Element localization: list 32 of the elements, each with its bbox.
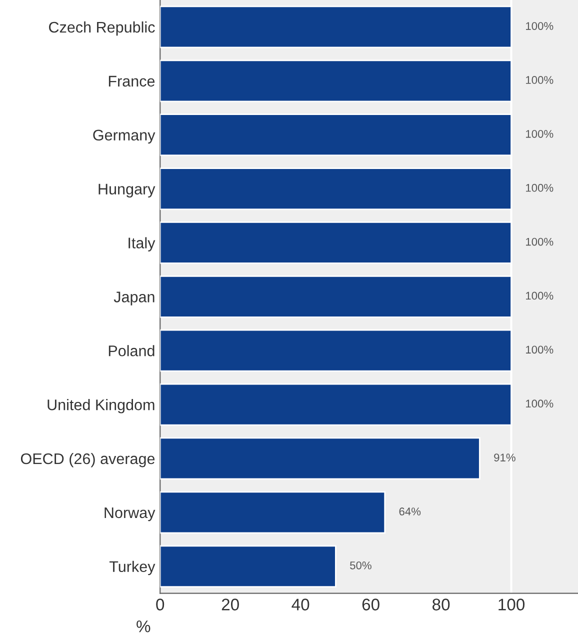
data-label: 100% — [526, 400, 554, 408]
y-tick-label: Hungary — [98, 184, 156, 198]
x-tick-label: 80 — [432, 598, 450, 610]
y-tick-label: Norway — [104, 507, 156, 522]
y-tick-label: OECD (26) average — [20, 452, 155, 468]
x-tick-label: 40 — [292, 598, 310, 610]
data-label: 64% — [399, 508, 421, 516]
y-tick-label: United Kingdom — [48, 399, 154, 414]
data-label: 100% — [526, 22, 554, 30]
y-tick-label: Czech Republic — [49, 21, 155, 36]
x-axis-title: % — [136, 620, 150, 632]
x-tick-label: 20 — [222, 598, 239, 610]
x-tick-label: 60 — [362, 598, 380, 610]
x-tick-label: 0 — [156, 598, 164, 610]
bar — [160, 491, 386, 534]
data-label: 91% — [494, 454, 516, 462]
y-tick-label: Turkey — [109, 560, 156, 576]
data-label: 100% — [526, 130, 554, 138]
data-label: 50% — [350, 561, 372, 570]
y-tick-label: Germany — [93, 130, 156, 144]
data-label: 100% — [526, 76, 554, 84]
y-tick-label: France — [108, 76, 155, 87]
data-label: 100% — [526, 346, 554, 354]
y-tick-label: Italy — [128, 237, 156, 252]
y-tick-label: Poland — [108, 345, 154, 356]
data-label: 100% — [526, 238, 554, 246]
bar — [160, 545, 336, 588]
data-label: 100% — [526, 184, 554, 192]
bar — [160, 437, 480, 480]
x-tick-label: 100 — [498, 598, 525, 610]
data-label: 100% — [526, 292, 554, 300]
y-tick-label: Japan — [114, 292, 154, 306]
